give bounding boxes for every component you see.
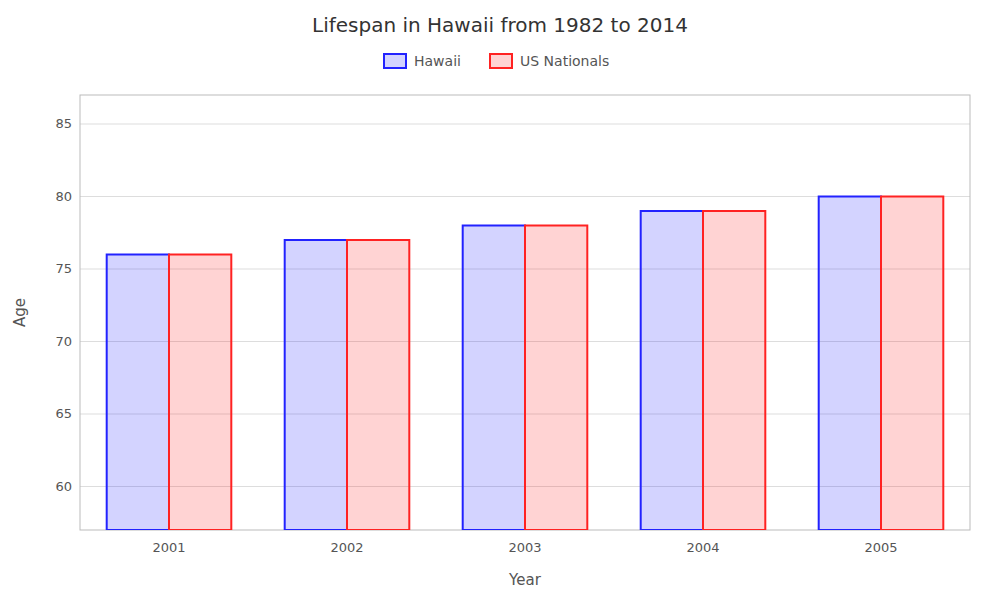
y-tick-label: 60 [55,479,72,494]
grid-line [80,124,970,125]
bar [169,255,231,531]
legend-swatch [490,54,512,68]
bar [881,197,943,531]
y-tick-label: 65 [55,406,72,421]
y-axis-label: Age [11,298,29,327]
bar [463,226,525,531]
legend: Hawaii US Nationals [384,53,609,69]
y-tick-label: 75 [55,261,72,276]
x-axis: 2001 2002 2003 2004 2005 [152,540,897,555]
y-axis: 60 65 70 75 80 85 [55,116,72,494]
x-tick-label: 2001 [152,540,185,555]
y-tick-label: 70 [55,334,72,349]
bars [107,197,944,531]
bar [285,240,347,530]
x-tick-label: 2003 [508,540,541,555]
plot-frame [80,95,970,530]
bar [525,226,587,531]
x-tick-label: 2004 [686,540,719,555]
bar [641,211,703,530]
legend-label: Hawaii [414,53,461,69]
title: Lifespan in Hawaii from 1982 to 2014 [312,13,688,37]
legend-label: US Nationals [520,53,609,69]
y-tick-label: 85 [55,116,72,131]
x-tick-label: 2005 [864,540,897,555]
x-tick-label: 2002 [330,540,363,555]
legend-swatch [384,54,406,68]
chart-svg: Lifespan in Hawaii from 1982 to 2014 Hawa… [0,0,1000,600]
bar [107,255,169,531]
chart-container: Lifespan in Hawaii from 1982 to 2014 Hawa… [0,0,1000,600]
bar [347,240,409,530]
bar [819,197,881,531]
y-tick-label: 80 [55,189,72,204]
series-bars [169,197,943,531]
x-axis-label: Year [508,571,542,589]
bar [703,211,765,530]
series-bars [107,197,881,531]
